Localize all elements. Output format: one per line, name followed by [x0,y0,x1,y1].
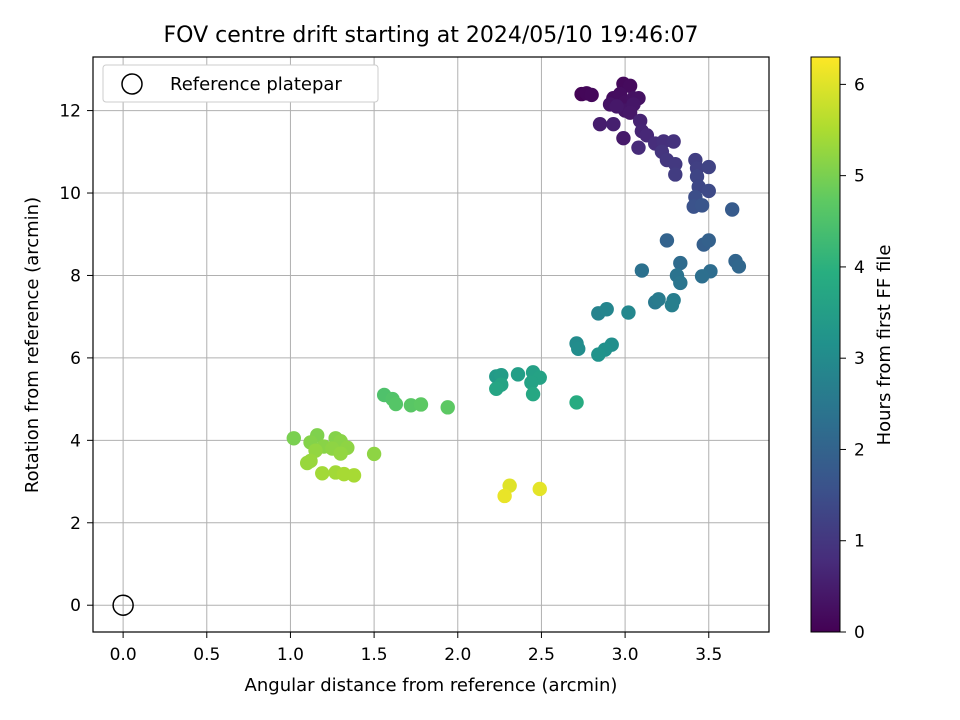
plot-frame [92,56,770,633]
x-axis-label: Angular distance from reference (arcmin) [245,675,618,696]
data-point [622,78,638,94]
data-point [701,183,716,199]
data-point [668,156,683,172]
data-point [673,275,688,291]
data-point [346,468,362,483]
data-point [440,400,455,415]
colorbar-tick-label: 6 [854,75,865,95]
data-point [584,87,599,103]
data-point [286,431,301,446]
x-tick-label: 0.0 [110,645,137,665]
legend-marker-icon [121,73,143,95]
plot-area [92,56,770,633]
x-tick-label: 0.5 [193,645,220,665]
reference-point-marker [112,594,134,616]
data-point [532,481,547,497]
data-point [631,140,646,155]
colorbar-label: Hours from first FF file [874,245,895,446]
chart-title: FOV centre drift starting at 2024/05/10 … [164,23,699,48]
data-point [666,134,681,149]
data-point [701,159,716,175]
data-point [731,259,747,274]
data-point [569,395,584,410]
data-point [592,116,608,132]
data-point [621,305,636,320]
data-point [591,347,606,362]
data-point [571,341,586,357]
y-tick-label: 4 [70,431,81,451]
data-point [525,386,541,402]
colorbar-tick-label: 5 [854,167,865,187]
y-axis-ticks: 0 2 4 6 8 10 12 [59,102,93,616]
data-point [634,263,650,278]
data-point [413,397,429,412]
data-point [489,381,504,397]
data-point [388,396,404,412]
colorbar-tick-label: 3 [854,349,865,369]
data-point [497,488,512,504]
colorbar-tick-label: 1 [854,532,865,552]
x-axis-ticks: 0.0 0.5 1.0 1.5 2.0 2.5 3.0 3.5 [110,632,722,665]
y-tick-label: 6 [70,349,81,369]
colorbar-tick-label: 4 [854,258,865,278]
colorbar: 0 1 2 3 4 5 6 Hours from first FF file [810,56,895,643]
data-point [299,455,315,471]
data-point [599,302,614,317]
data-point [694,269,710,284]
data-point [609,99,624,114]
colorbar-ticks: 0 1 2 3 4 5 6 [840,75,865,643]
data-points [286,76,747,504]
x-tick-label: 3.5 [695,645,722,665]
y-tick-label: 8 [70,266,81,286]
colorbar-gradient [810,56,841,633]
y-tick-label: 2 [70,514,81,534]
data-point [668,167,683,182]
colorbar-tick-label: 0 [854,623,865,643]
x-tick-label: 2.5 [528,645,555,665]
x-tick-label: 1.5 [361,645,388,665]
data-point [315,466,330,481]
data-point [659,233,675,248]
x-tick-label: 3.0 [612,645,639,665]
data-point [606,116,621,132]
y-tick-label: 10 [59,184,81,204]
data-point [616,131,631,146]
x-tick-label: 1.0 [277,645,304,665]
data-point [622,105,638,120]
data-point [701,233,716,248]
y-tick-label: 0 [70,596,81,616]
legend-entry-reference: Reference platepar [170,74,342,95]
x-tick-label: 2.0 [444,645,471,665]
data-point [524,375,539,390]
data-point [366,446,382,462]
data-point [664,297,680,313]
grid-lines [93,57,769,632]
legend-box [102,64,379,103]
data-point [333,446,348,461]
data-point [724,202,740,217]
y-axis-label: Rotation from reference (arcmin) [22,197,43,493]
legend: Reference platepar [102,64,379,103]
data-point [510,367,526,382]
colorbar-tick-label: 2 [854,440,865,460]
data-point [694,198,710,213]
y-tick-label: 12 [59,102,81,122]
data-point [651,292,666,307]
data-point [673,255,688,271]
